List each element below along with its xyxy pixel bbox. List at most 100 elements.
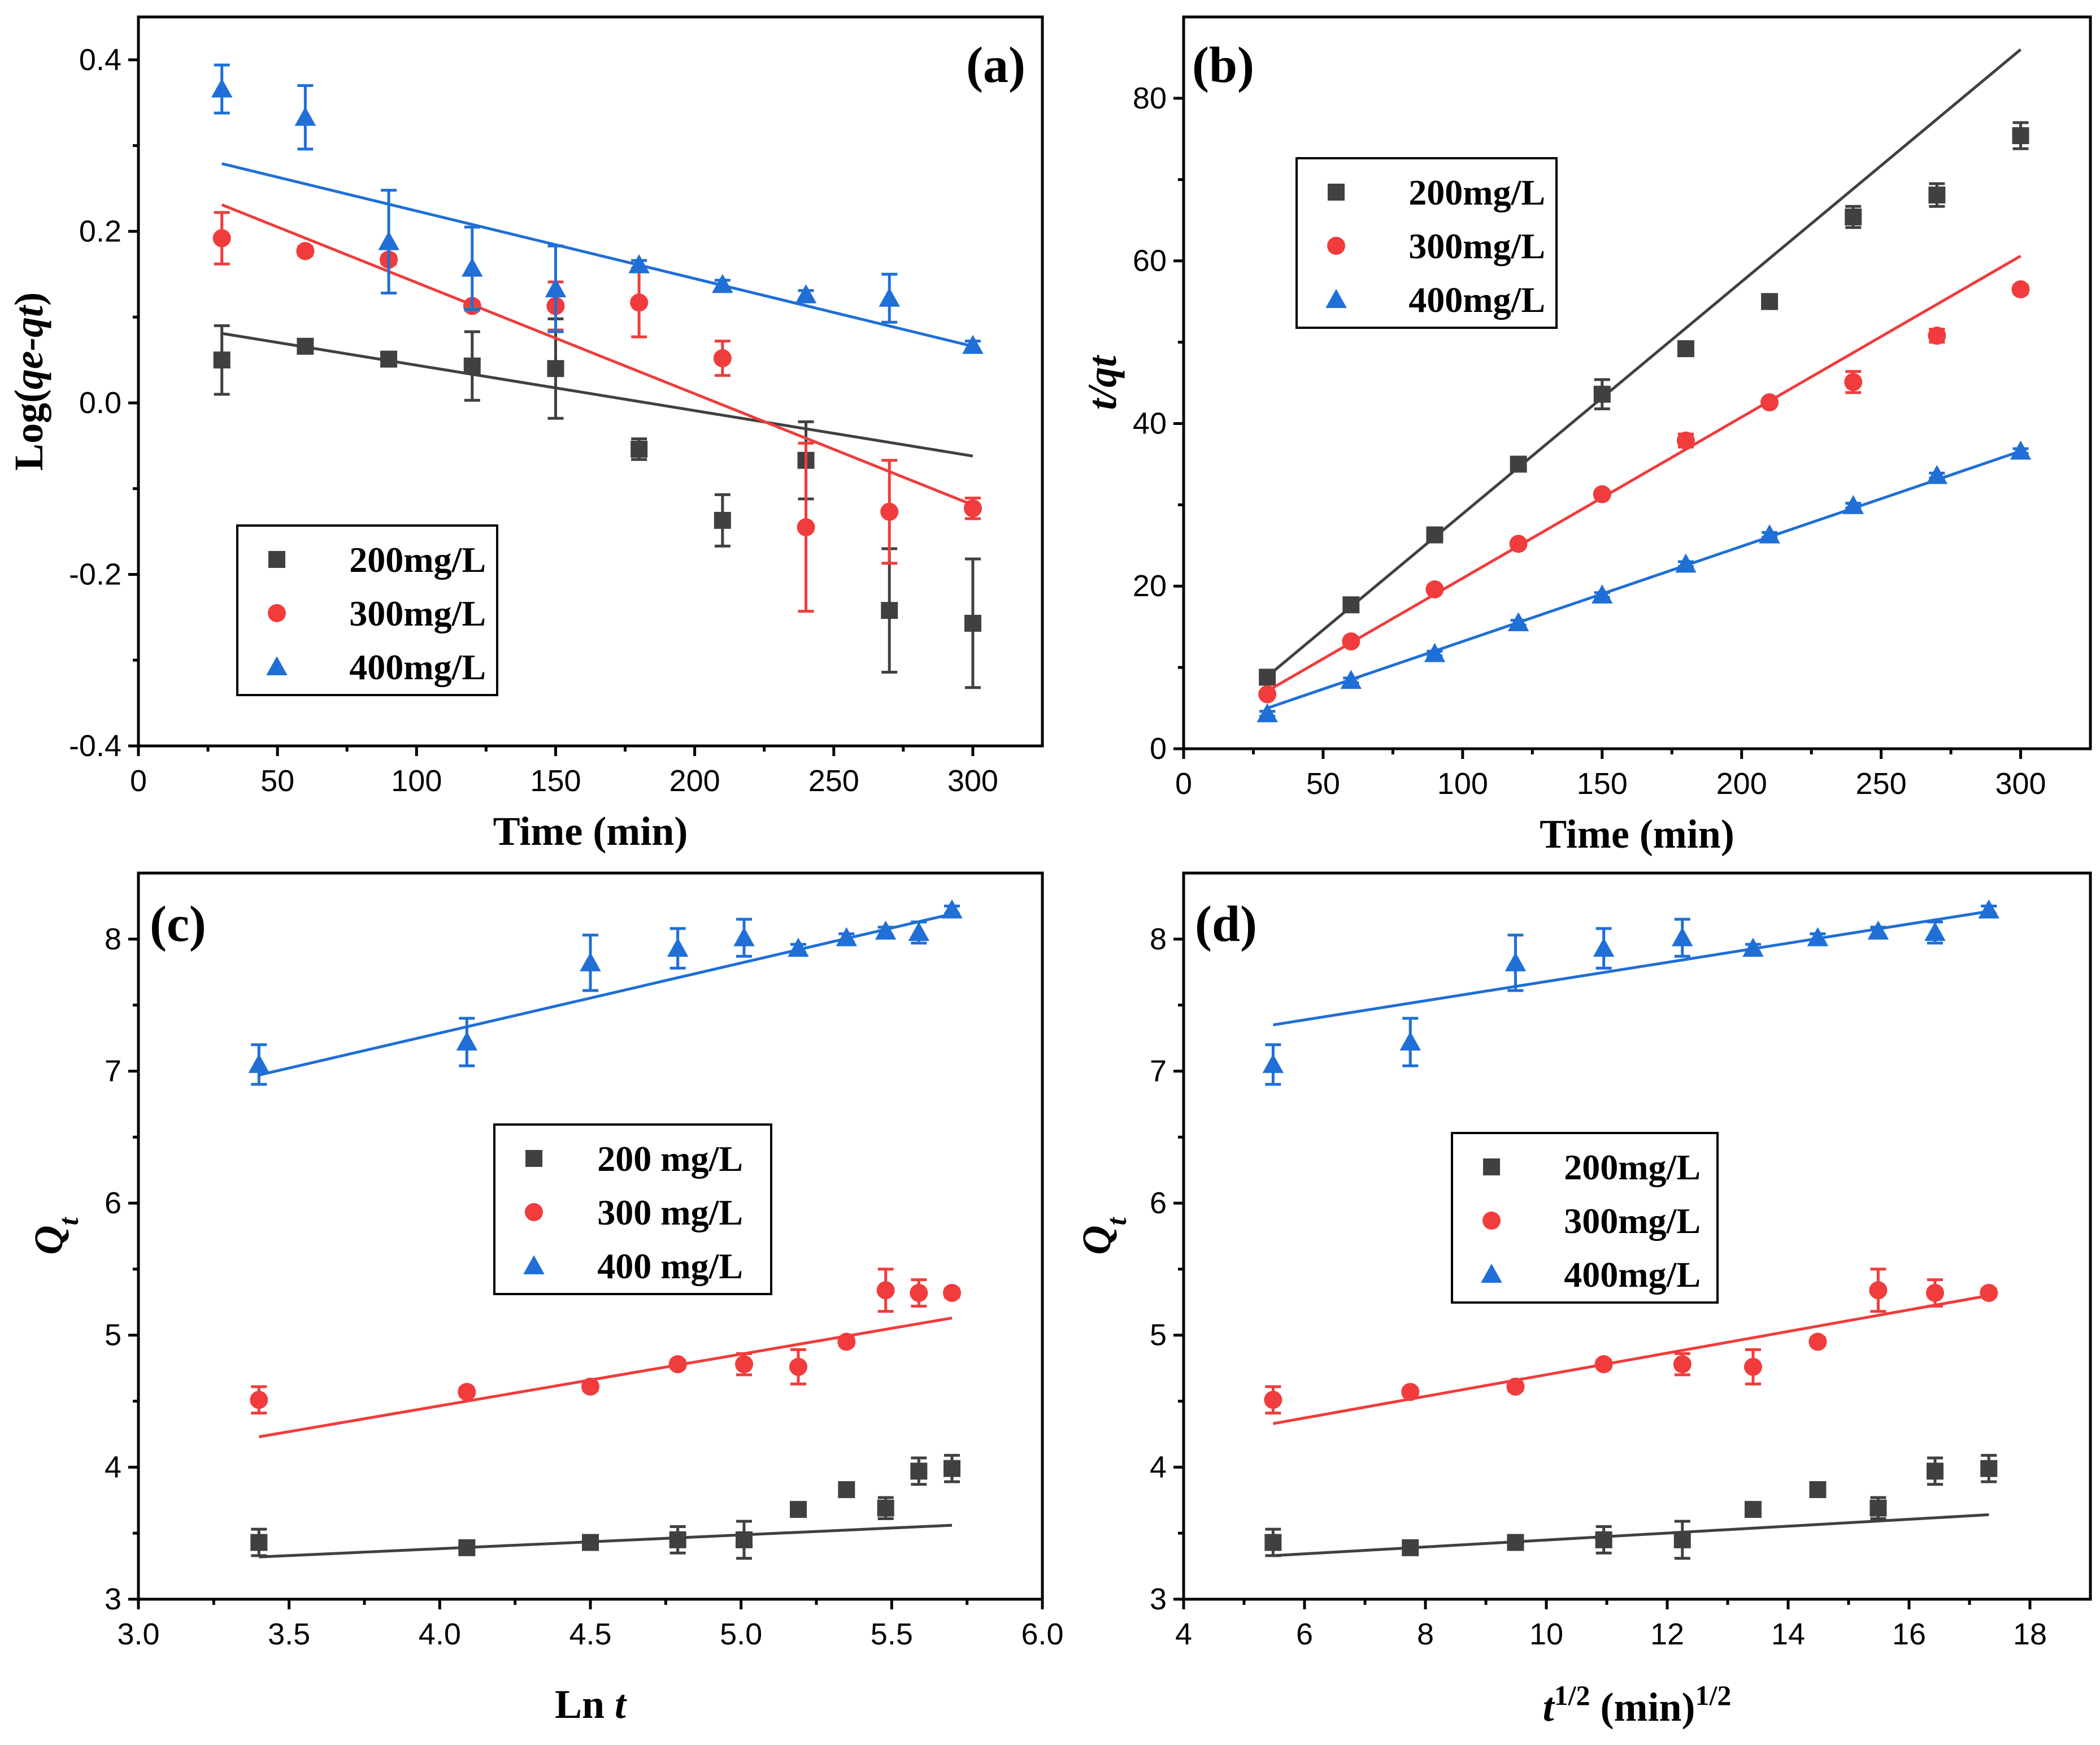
data-point xyxy=(211,78,233,98)
data-point xyxy=(1845,208,1862,225)
data-point xyxy=(378,231,399,250)
legend-marker xyxy=(1325,289,1347,308)
data-point xyxy=(250,1534,268,1551)
data-point xyxy=(908,922,930,941)
y-tick-label: 5 xyxy=(105,1318,121,1352)
data-point xyxy=(1262,1054,1284,1073)
data-point xyxy=(1869,1281,1888,1300)
data-point xyxy=(2010,440,2032,460)
data-point xyxy=(294,106,316,126)
y-tick-label: 0.2 xyxy=(79,214,121,248)
legend: 200 mg/L 300 mg/L 400 mg/L xyxy=(493,1123,772,1295)
fit-line xyxy=(221,162,973,348)
legend-marker xyxy=(1481,1264,1502,1283)
data-point xyxy=(837,1332,856,1351)
data-point xyxy=(1928,186,1946,204)
x-tick-label: 8 xyxy=(1417,1617,1434,1651)
data-point xyxy=(1673,1531,1691,1548)
x-tick-label: 16 xyxy=(1892,1617,1926,1651)
x-axis-title: t1/2 (min)1/2 xyxy=(1543,1679,1732,1730)
data-point xyxy=(789,1357,807,1376)
series-circle xyxy=(212,203,982,613)
fit-line xyxy=(1266,254,2021,693)
data-point xyxy=(836,927,858,947)
data-point xyxy=(631,440,648,458)
plot-frame xyxy=(137,15,1044,748)
data-point xyxy=(1342,632,1360,651)
data-point xyxy=(876,1281,895,1300)
data-point xyxy=(1672,927,1693,947)
fit-line xyxy=(259,1523,953,1559)
data-point xyxy=(1673,1355,1692,1374)
data-point xyxy=(1744,1501,1762,1518)
data-point xyxy=(1842,495,1864,514)
fit-line xyxy=(221,203,973,506)
data-point xyxy=(1402,1539,1419,1556)
x-tick-label: 14 xyxy=(1771,1617,1805,1651)
y-tick-label: 80 xyxy=(1133,81,1167,115)
data-point xyxy=(667,937,689,957)
data-point xyxy=(877,1499,894,1517)
legend-label: 200mg/L xyxy=(1564,1147,1701,1187)
data-point xyxy=(1342,596,1360,614)
panel-label: (d) xyxy=(1195,896,1257,952)
y-tick-label: 0.4 xyxy=(79,43,121,77)
legend-label: 400 mg/L xyxy=(597,1246,743,1286)
legend: 200mg/L 300mg/L 400mg/L xyxy=(236,524,498,696)
data-point xyxy=(582,1534,599,1551)
data-point xyxy=(1594,1355,1613,1374)
data-point xyxy=(1980,1460,1998,1477)
data-point xyxy=(1980,1283,1998,1302)
series-circle xyxy=(250,1267,961,1439)
data-point xyxy=(1924,922,1946,941)
series-triangle xyxy=(211,63,984,354)
data-point xyxy=(962,335,984,354)
y-tick-label: 6 xyxy=(105,1186,121,1220)
legend: 200mg/L 300mg/L 400mg/L xyxy=(1295,157,1558,329)
data-point xyxy=(736,1531,753,1548)
data-point xyxy=(1928,327,1946,345)
y-tick-label: 8 xyxy=(1150,922,1167,956)
data-point xyxy=(1675,553,1697,573)
panel-label: (b) xyxy=(1192,37,1254,93)
data-point xyxy=(879,288,900,307)
data-point xyxy=(1593,385,1611,403)
legend-marker xyxy=(1328,184,1345,201)
x-tick-label: 100 xyxy=(1437,767,1488,801)
data-point xyxy=(875,921,897,940)
data-point xyxy=(713,349,732,368)
x-tick-label: 4.5 xyxy=(569,1617,611,1651)
data-point xyxy=(1399,1031,1421,1051)
legend: 200mg/L 300mg/L 400mg/L xyxy=(1451,1132,1719,1304)
data-point xyxy=(1264,1391,1282,1409)
data-point xyxy=(1592,584,1613,604)
y-tick-label: -0.2 xyxy=(69,557,121,591)
series-triangle xyxy=(1256,440,2032,723)
y-tick-label: 6 xyxy=(1150,1186,1167,1220)
data-point xyxy=(943,1283,961,1302)
y-tick-label: 40 xyxy=(1133,406,1167,440)
panel-c: 3.0 3.5 4.0 4.5 5.0 5.5 6.0 3 4 5 6 7 8 Ln t Qt (c) 200 … xyxy=(26,871,1064,1727)
x-tick-label: 3.0 xyxy=(117,1617,159,1651)
x-tick-label: 150 xyxy=(1577,767,1628,801)
data-point xyxy=(1510,455,1527,473)
data-point xyxy=(248,1054,270,1073)
data-point xyxy=(1978,899,1999,919)
legend-marker xyxy=(525,1150,542,1167)
data-point xyxy=(1509,535,1528,553)
data-point xyxy=(580,952,601,971)
plot-frame xyxy=(1182,871,2092,1601)
data-point xyxy=(1424,643,1446,662)
series-square xyxy=(1264,1453,1998,1560)
data-point xyxy=(797,518,815,536)
legend-marker xyxy=(1482,1212,1501,1230)
data-point xyxy=(1761,293,1779,310)
data-point xyxy=(1401,1383,1420,1401)
legend-marker xyxy=(1327,237,1345,255)
y-tick-label: 0.0 xyxy=(79,386,121,420)
x-tick-label: 4 xyxy=(1175,1617,1192,1651)
data-point xyxy=(963,499,982,518)
x-tick-label: 4.0 xyxy=(419,1617,461,1651)
data-point xyxy=(628,254,650,274)
y-tick-label: 4 xyxy=(1150,1450,1167,1484)
